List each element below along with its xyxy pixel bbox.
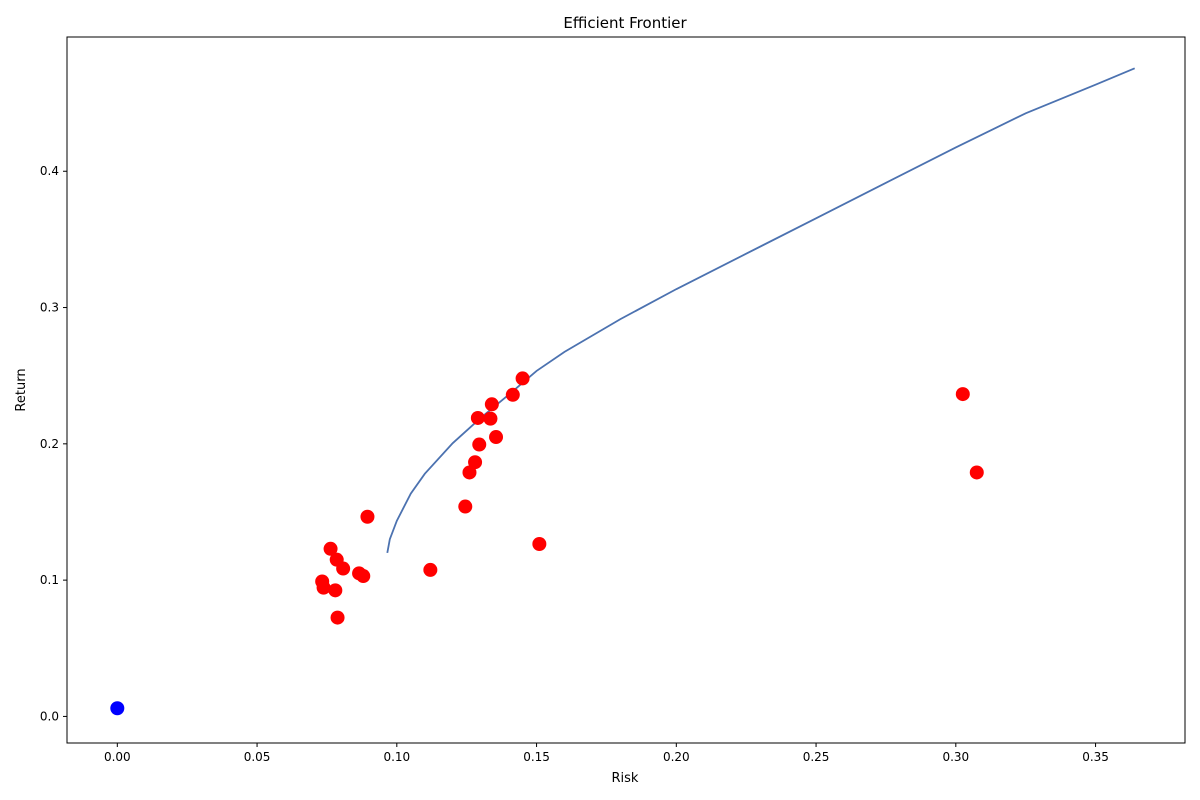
asset-point <box>515 371 530 386</box>
asset-point <box>468 455 483 470</box>
asset-point <box>472 437 487 452</box>
asset-point <box>532 537 547 552</box>
x-tick-label: 0.00 <box>104 750 131 764</box>
asset-point <box>484 397 499 412</box>
y-tick-label: 0.0 <box>40 709 59 723</box>
x-tick-label: 0.15 <box>523 750 550 764</box>
y-axis-ticks: 0.0 0.1 0.2 0.3 0.4 <box>40 164 67 723</box>
frontier-line <box>386 67 1136 554</box>
asset-point <box>458 499 473 514</box>
x-tick-label: 0.10 <box>383 750 410 764</box>
asset-point <box>323 541 338 556</box>
asset-point <box>360 509 375 524</box>
x-tick-label: 0.30 <box>942 750 969 764</box>
asset-point <box>483 411 498 426</box>
plot-area <box>110 67 1136 716</box>
asset-point <box>505 387 520 402</box>
x-tick-label: 0.25 <box>803 750 830 764</box>
asset-point <box>316 580 331 595</box>
y-axis-label: Return <box>14 368 29 411</box>
asset-point <box>356 569 371 584</box>
axes-frame <box>66 36 1186 744</box>
asset-point <box>330 610 345 625</box>
chart-title: Efficient Frontier <box>563 14 687 32</box>
asset-point <box>328 583 343 598</box>
x-axis-ticks: 0.00 0.05 0.10 0.15 0.20 0.25 0.30 0.35 <box>104 743 1109 764</box>
asset-point <box>969 465 984 480</box>
y-tick-label: 0.3 <box>40 301 59 315</box>
y-tick-label: 0.1 <box>40 573 59 587</box>
asset-point <box>462 465 477 480</box>
asset-point <box>955 387 970 402</box>
asset-point <box>423 562 438 577</box>
asset-point <box>470 410 485 425</box>
x-tick-label: 0.20 <box>663 750 690 764</box>
y-tick-label: 0.2 <box>40 437 59 451</box>
asset-point <box>336 561 351 576</box>
x-axis-label: Risk <box>612 771 639 786</box>
x-tick-label: 0.05 <box>244 750 271 764</box>
risk-free-point <box>110 701 125 716</box>
asset-point <box>489 430 504 445</box>
y-tick-label: 0.4 <box>40 164 59 178</box>
x-tick-label: 0.35 <box>1082 750 1109 764</box>
